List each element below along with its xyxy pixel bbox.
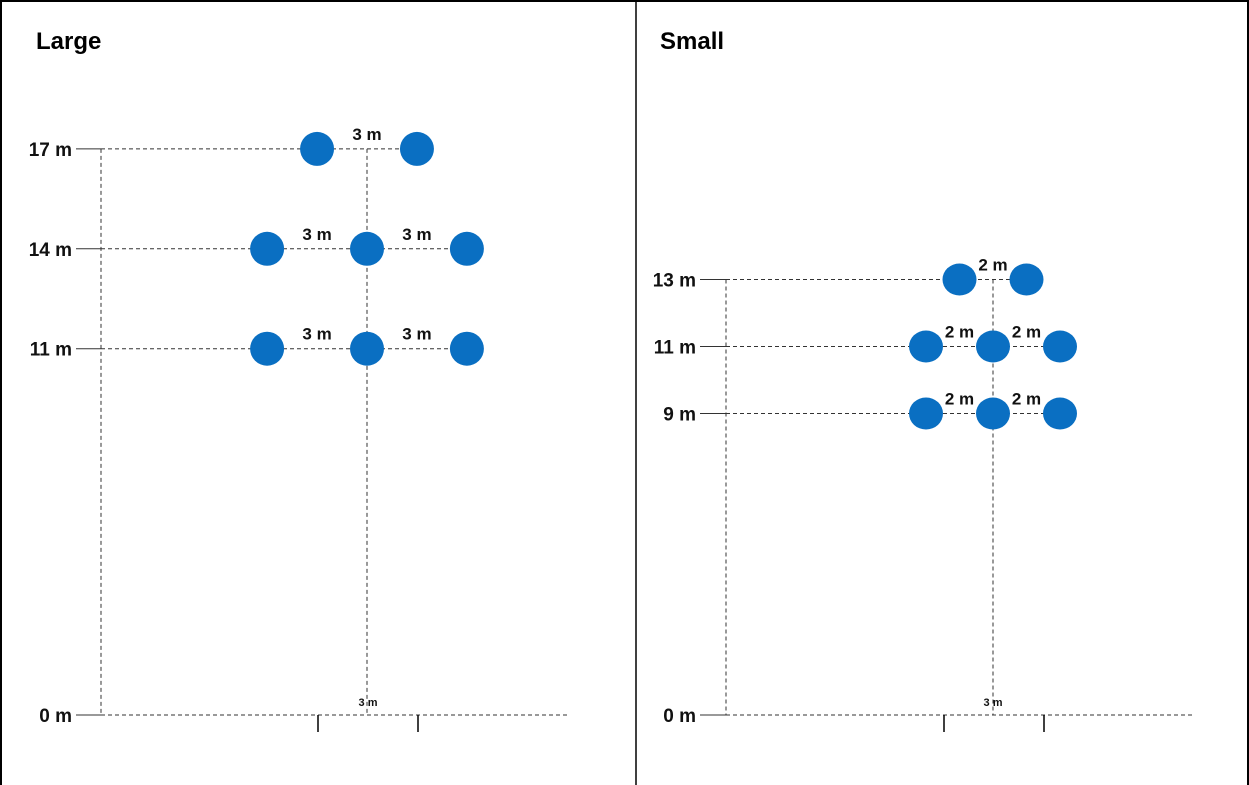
height-label: 17 m bbox=[29, 140, 72, 161]
spacing-label: 2 m bbox=[1012, 323, 1041, 342]
tree-dot bbox=[909, 397, 943, 430]
tree-dot bbox=[1043, 330, 1077, 363]
base-spacing-label: 3 m bbox=[359, 697, 378, 709]
height-label: 0 m bbox=[663, 706, 696, 727]
height-label: 11 m bbox=[654, 338, 696, 359]
tree-dot bbox=[976, 330, 1010, 363]
spacing-label: 2 m bbox=[978, 256, 1007, 275]
tree-dot bbox=[909, 330, 943, 363]
panel-title-small: Small bbox=[660, 28, 725, 55]
tree-dot bbox=[1043, 397, 1077, 430]
tree-dot bbox=[449, 331, 484, 366]
tree-dot bbox=[350, 331, 384, 366]
tree-dot bbox=[350, 231, 384, 266]
spacing-label: 2 m bbox=[945, 390, 974, 409]
base-spacing-label: 3 m bbox=[984, 697, 1003, 709]
spacing-label: 2 m bbox=[1012, 390, 1041, 409]
spacing-label: 3 m bbox=[352, 125, 381, 144]
tree-dot bbox=[250, 331, 285, 366]
panel-small: 13 m 2 m 11 m 2 m 2 m 9 m 2 m 2 m 0 m 3 m bbox=[653, 256, 1195, 732]
height-label: 13 m bbox=[653, 271, 696, 292]
spacing-label: 3 m bbox=[302, 225, 331, 244]
tree-dot bbox=[976, 397, 1010, 430]
height-label: 11 m bbox=[30, 340, 72, 361]
tree-dot bbox=[942, 263, 977, 296]
tree-dot bbox=[1009, 263, 1044, 296]
spacing-label: 3 m bbox=[302, 325, 331, 344]
spacing-label: 3 m bbox=[402, 225, 431, 244]
panel-title-large: Large bbox=[36, 28, 102, 55]
height-label: 14 m bbox=[29, 240, 72, 261]
height-label: 9 m bbox=[663, 405, 696, 426]
panel-large: 17 m 3 m 14 m 3 m 3 m 11 m 3 m 3 m 0 m 3 m bbox=[29, 125, 568, 732]
tree-dot bbox=[250, 231, 285, 266]
tree-dot bbox=[449, 231, 484, 266]
tree-dot bbox=[300, 131, 335, 166]
tree-dot bbox=[399, 131, 434, 166]
spacing-label: 3 m bbox=[402, 325, 431, 344]
spacing-label: 2 m bbox=[945, 323, 974, 342]
height-label: 0 m bbox=[39, 706, 72, 727]
